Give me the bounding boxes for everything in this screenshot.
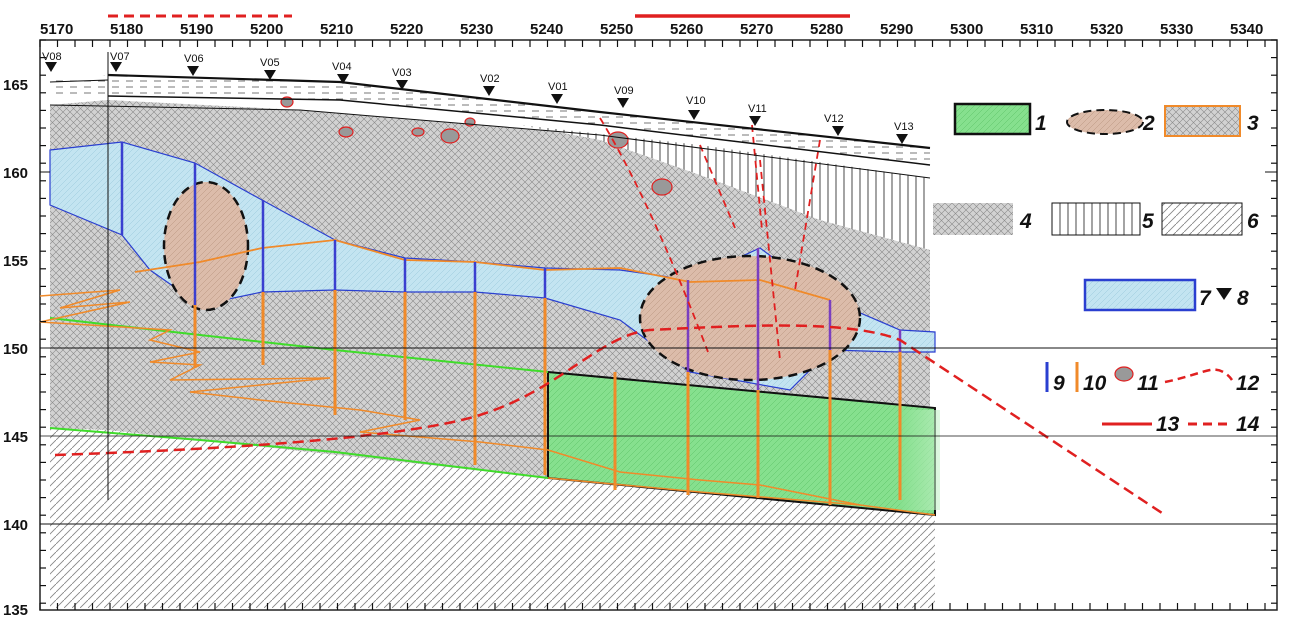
surface-line-top <box>49 79 109 83</box>
legend-7-label: 7 <box>1199 287 1212 310</box>
grid-lines <box>40 52 1277 525</box>
svg-text:V01: V01 <box>548 81 568 93</box>
well-marker: V12 <box>824 113 844 136</box>
svg-text:V03: V03 <box>392 67 412 79</box>
well-marker: V08 <box>42 51 62 72</box>
layer-11-pebbles <box>280 96 673 196</box>
legend-10-label: 10 <box>1083 372 1107 395</box>
x-tick: 5180 <box>110 21 143 38</box>
svg-text:V11: V11 <box>748 103 767 115</box>
legend-5-swatch <box>1051 202 1141 236</box>
y-tick: 160 <box>3 165 28 182</box>
well-marker: V04 <box>332 61 352 84</box>
legend-1-swatch <box>953 102 1032 136</box>
svg-text:V07: V07 <box>110 51 130 63</box>
legend: 1 2 3 4 5 6 7 8 9 10 11 12 13 14 <box>933 102 1260 436</box>
legend-3-swatch <box>1164 105 1241 137</box>
well-marker: V11 <box>748 103 767 126</box>
layer-2-ellipse-right <box>638 254 862 382</box>
legend-6-swatch <box>1161 202 1243 236</box>
green-boundary-lower <box>49 427 549 479</box>
svg-text:V13: V13 <box>894 121 914 133</box>
legend-8-swatch <box>1216 288 1232 300</box>
x-tick: 5250 <box>600 21 633 38</box>
red-flow-arrows <box>599 117 821 361</box>
legend-4-swatch <box>933 203 1013 235</box>
x-tick: 5210 <box>320 21 353 38</box>
layer-6-bedrock <box>50 425 935 608</box>
legend-12-label: 12 <box>1236 372 1260 395</box>
x-axis-ticks: 5170 5180 5190 5200 5210 5220 5230 5240 … <box>40 21 1263 38</box>
legend-4-label: 4 <box>1019 210 1032 233</box>
svg-text:V02: V02 <box>480 73 500 85</box>
well-marker: V10 <box>686 95 706 120</box>
orange-lower-green <box>547 477 861 506</box>
x-tick: 5260 <box>670 21 703 38</box>
orange-zigzag <box>39 289 936 516</box>
legend-12-swatch <box>1164 368 1234 384</box>
x-tick: 5290 <box>880 21 913 38</box>
y-tick: 150 <box>3 341 28 358</box>
well-marker: V01 <box>548 81 568 104</box>
legend-7-swatch <box>1083 278 1197 312</box>
ground-surface <box>107 73 931 150</box>
x-tick: 5310 <box>1020 21 1053 38</box>
x-tick: 5340 <box>1230 21 1263 38</box>
wells: V08 V07 V06 V05 V04 V03 V02 V01 V09 V10 … <box>42 51 914 144</box>
legend-3-label: 3 <box>1247 112 1259 135</box>
y-axis-ticks: 165 160 155 150 145 140 135 <box>3 77 28 619</box>
y-tick: 135 <box>3 602 28 619</box>
green-zone-fade <box>900 410 940 510</box>
y-tick: 140 <box>3 517 28 534</box>
layer-2-ellipse-left <box>162 180 250 312</box>
x-tick: 5330 <box>1160 21 1193 38</box>
legend-14-label: 14 <box>1236 413 1260 436</box>
y-tick: 145 <box>3 429 28 446</box>
y-tick: 155 <box>3 253 28 270</box>
layer-5-wedge <box>520 125 930 250</box>
legend-6-label: 6 <box>1247 210 1259 233</box>
surface-line-2 <box>107 95 931 166</box>
legend-9-label: 9 <box>1053 372 1065 395</box>
legend-13-label: 13 <box>1156 413 1180 436</box>
x-tick: 5170 <box>40 21 73 38</box>
svg-text:V09: V09 <box>614 85 634 97</box>
well-marker: V02 <box>480 73 500 96</box>
well-marker: V13 <box>894 121 914 144</box>
line-14-red-dashed <box>54 324 1166 517</box>
well-marker: V03 <box>392 67 412 90</box>
y-tick: 165 <box>3 77 28 94</box>
x-tick: 5320 <box>1090 21 1123 38</box>
legend-2-swatch <box>1066 109 1144 135</box>
svg-text:V04: V04 <box>332 61 352 73</box>
top-dashed-layer <box>50 75 930 165</box>
svg-text:V06: V06 <box>184 53 204 65</box>
well-marker: V05 <box>260 57 280 80</box>
x-tick: 5270 <box>740 21 773 38</box>
axis-tick-marks <box>39 39 1277 610</box>
surface-line-3 <box>49 104 931 179</box>
legend-8-label: 8 <box>1237 287 1249 310</box>
svg-text:V10: V10 <box>686 95 706 107</box>
x-tick: 5220 <box>390 21 423 38</box>
svg-text:V12: V12 <box>824 113 844 125</box>
x-tick: 5300 <box>950 21 983 38</box>
x-tick: 5280 <box>810 21 843 38</box>
svg-text:V05: V05 <box>260 57 280 69</box>
legend-1-label: 1 <box>1035 112 1047 135</box>
well-marker: V06 <box>184 53 204 76</box>
legend-11-swatch <box>1114 366 1134 382</box>
x-tick: 5230 <box>460 21 493 38</box>
legend-11-label: 11 <box>1137 372 1159 395</box>
x-tick: 5190 <box>180 21 213 38</box>
legend-5-label: 5 <box>1142 210 1154 233</box>
x-tick: 5200 <box>250 21 283 38</box>
well-marker: V07 <box>110 51 130 72</box>
svg-text:V08: V08 <box>42 51 62 63</box>
well-marker: V09 <box>614 85 634 108</box>
legend-2-label: 2 <box>1142 112 1155 135</box>
x-tick: 5240 <box>530 21 563 38</box>
